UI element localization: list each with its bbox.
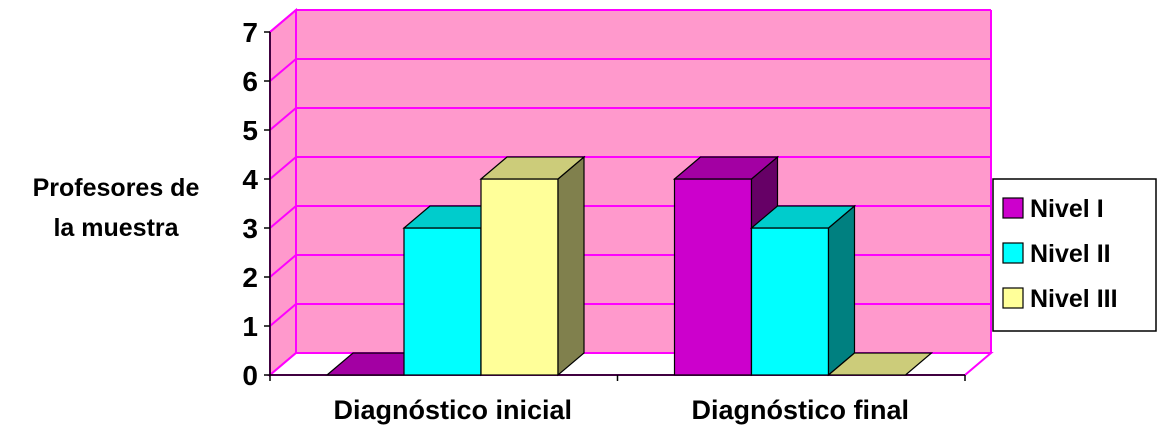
bar-nivel-ii-2 bbox=[749, 204, 857, 377]
y-tick-label: 4 bbox=[242, 164, 258, 195]
y-tick-label: 6 bbox=[242, 66, 258, 97]
y-tick-label: 7 bbox=[242, 17, 258, 48]
bar-front bbox=[750, 227, 830, 376]
gridline bbox=[269, 58, 991, 82]
legend-label: Nivel III bbox=[1030, 285, 1118, 313]
y-tick-label: 3 bbox=[242, 213, 258, 244]
y-tick-label: 0 bbox=[242, 360, 258, 391]
bar-top bbox=[749, 205, 857, 229]
legend-swatch bbox=[1002, 287, 1024, 309]
x-category-label: Diagnóstico inicial bbox=[333, 395, 572, 425]
bar-nivel-iii-2 bbox=[826, 352, 934, 376]
bar-nivel-iii-1 bbox=[479, 155, 586, 377]
legend-label: Nivel I bbox=[1030, 195, 1104, 223]
legend-swatch bbox=[1002, 242, 1024, 264]
y-axis-label: Profesores de la muestra bbox=[0, 168, 232, 248]
bar-top bbox=[672, 156, 780, 180]
bar-front bbox=[480, 178, 559, 376]
bar-top bbox=[479, 156, 586, 180]
side-wall bbox=[269, 7, 297, 378]
bar-side bbox=[827, 204, 856, 377]
y-axis-label-line-2: la muestra bbox=[53, 214, 179, 242]
legend-label: Nivel II bbox=[1030, 240, 1111, 268]
gridline bbox=[269, 9, 991, 33]
back-wall bbox=[296, 10, 991, 353]
bar-top bbox=[826, 352, 934, 376]
bar-front bbox=[403, 227, 482, 376]
x-category-label: Diagnóstico final bbox=[691, 395, 909, 425]
y-tick-label: 1 bbox=[242, 311, 258, 342]
y-axis-label-line-1: Profesores de bbox=[32, 174, 200, 202]
bar-front bbox=[673, 178, 753, 376]
y-tick-label: 2 bbox=[242, 262, 258, 293]
gridline bbox=[269, 107, 991, 131]
bar-side bbox=[557, 155, 585, 377]
legend-swatch bbox=[1002, 197, 1024, 219]
y-tick-label: 5 bbox=[242, 115, 258, 146]
